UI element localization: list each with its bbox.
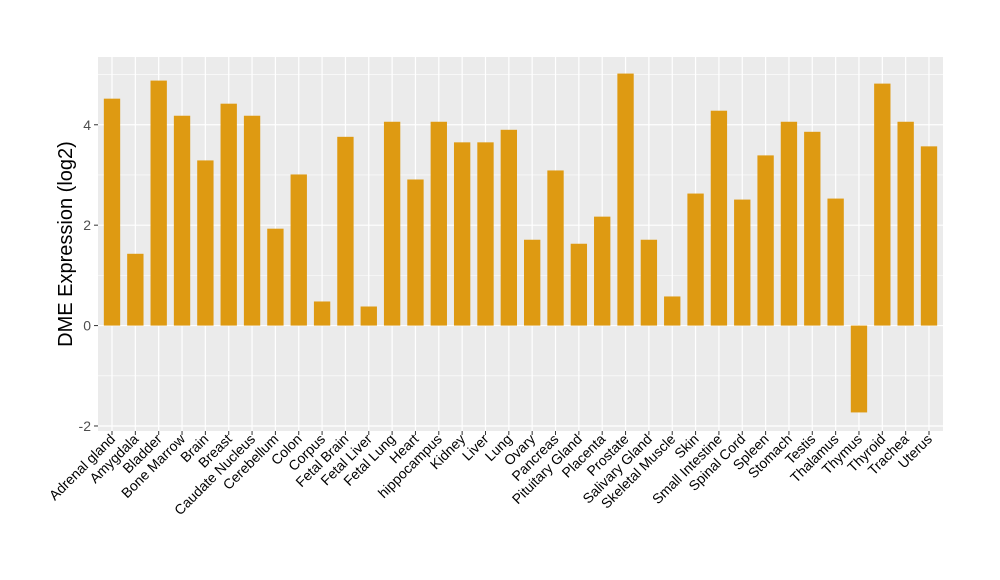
bar: [524, 239, 541, 326]
bar: [570, 243, 588, 326]
bar: [827, 198, 844, 326]
bar: [897, 121, 914, 326]
y-tick-label: -2: [79, 418, 92, 434]
bar: [874, 83, 891, 326]
bar: [197, 160, 214, 326]
bar: [173, 115, 191, 326]
bar: [127, 253, 144, 326]
bar: [640, 239, 658, 326]
bar: [150, 80, 167, 326]
bar: [617, 73, 634, 326]
bar: [337, 136, 354, 326]
bar: [290, 174, 307, 326]
bar: [243, 115, 261, 326]
y-tick-label: 4: [83, 117, 91, 133]
y-axis-label: DME Expression (log2): [55, 141, 77, 347]
bar: [430, 121, 447, 326]
bar: [664, 296, 681, 326]
bar: [220, 103, 237, 326]
bar: [477, 142, 494, 326]
bar: [267, 228, 284, 326]
bar: [594, 216, 611, 326]
bar: [383, 121, 401, 326]
bar: [734, 199, 751, 326]
bar: [687, 193, 704, 326]
bar: [780, 121, 798, 326]
bar: [920, 146, 938, 326]
bar: [710, 110, 728, 326]
y-tick-label: 0: [83, 318, 91, 334]
bar: [547, 170, 564, 326]
bar: [453, 142, 471, 326]
y-tick-label: 2: [83, 217, 91, 233]
bar: [360, 306, 377, 326]
bar: [103, 98, 121, 326]
bar: [407, 179, 424, 326]
bar: [313, 301, 331, 326]
plot-panel: [98, 57, 943, 431]
bar: [757, 155, 774, 326]
bar: [500, 129, 517, 326]
bar: [804, 131, 821, 326]
bar: [850, 325, 868, 413]
